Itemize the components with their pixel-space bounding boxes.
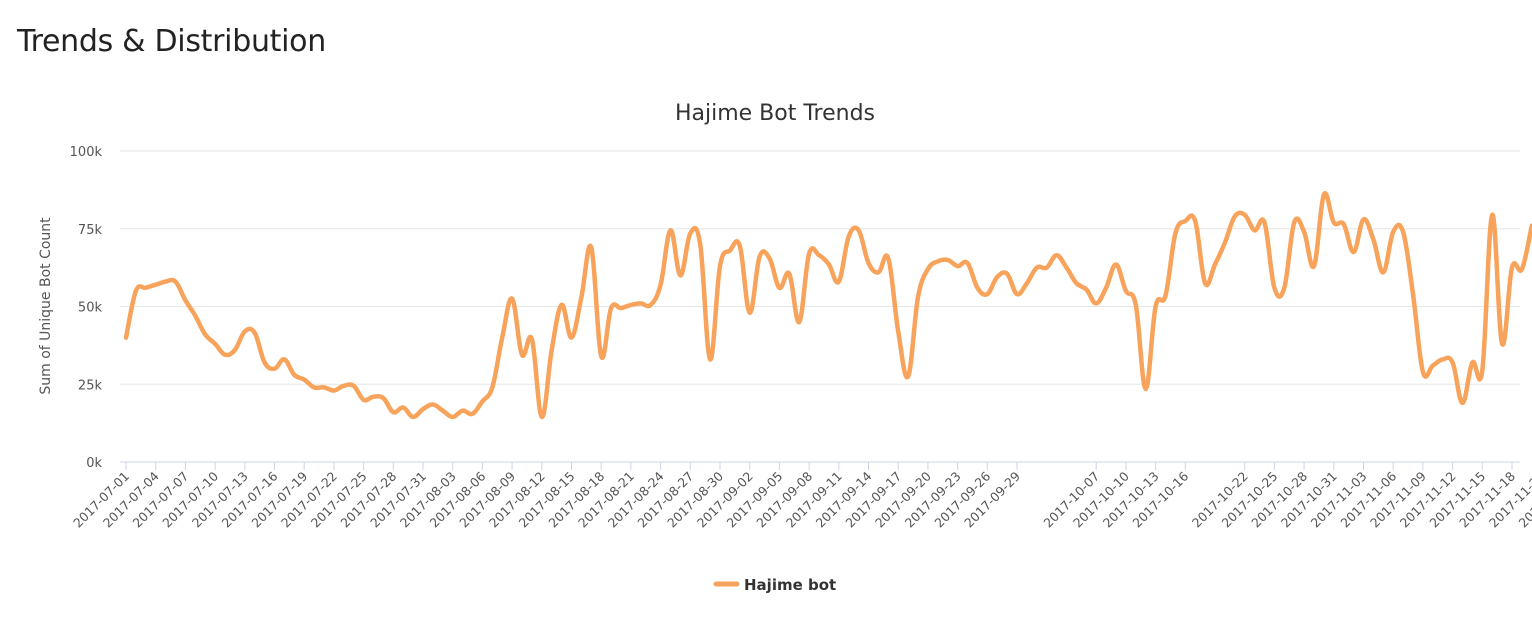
series-line-hajime-bot bbox=[123, 190, 1532, 420]
y-axis-title: Sum of Unique Bot Count bbox=[38, 217, 54, 395]
chart-title: Hajime Bot Trends bbox=[675, 101, 875, 126]
series-layer bbox=[123, 190, 1532, 420]
legend[interactable]: Hajime bot bbox=[713, 576, 836, 594]
page-title: Trends & Distribution bbox=[17, 24, 326, 59]
y-tick-label: 100k bbox=[70, 145, 103, 160]
x-axis-tick-labels: 2017-07-012017-07-042017-07-072017-07-10… bbox=[70, 468, 1532, 530]
x-axis bbox=[120, 461, 1520, 470]
y-axis-ticks: 0k 25k 50k 75k 100k bbox=[70, 145, 103, 471]
y-tick-label: 25k bbox=[78, 378, 103, 393]
y-tick-label: 50k bbox=[78, 301, 103, 316]
y-tick-label: 75k bbox=[78, 223, 103, 238]
y-tick-label: 0k bbox=[86, 456, 102, 471]
grid-lines bbox=[120, 150, 1520, 385]
legend-label: Hajime bot bbox=[744, 576, 836, 594]
